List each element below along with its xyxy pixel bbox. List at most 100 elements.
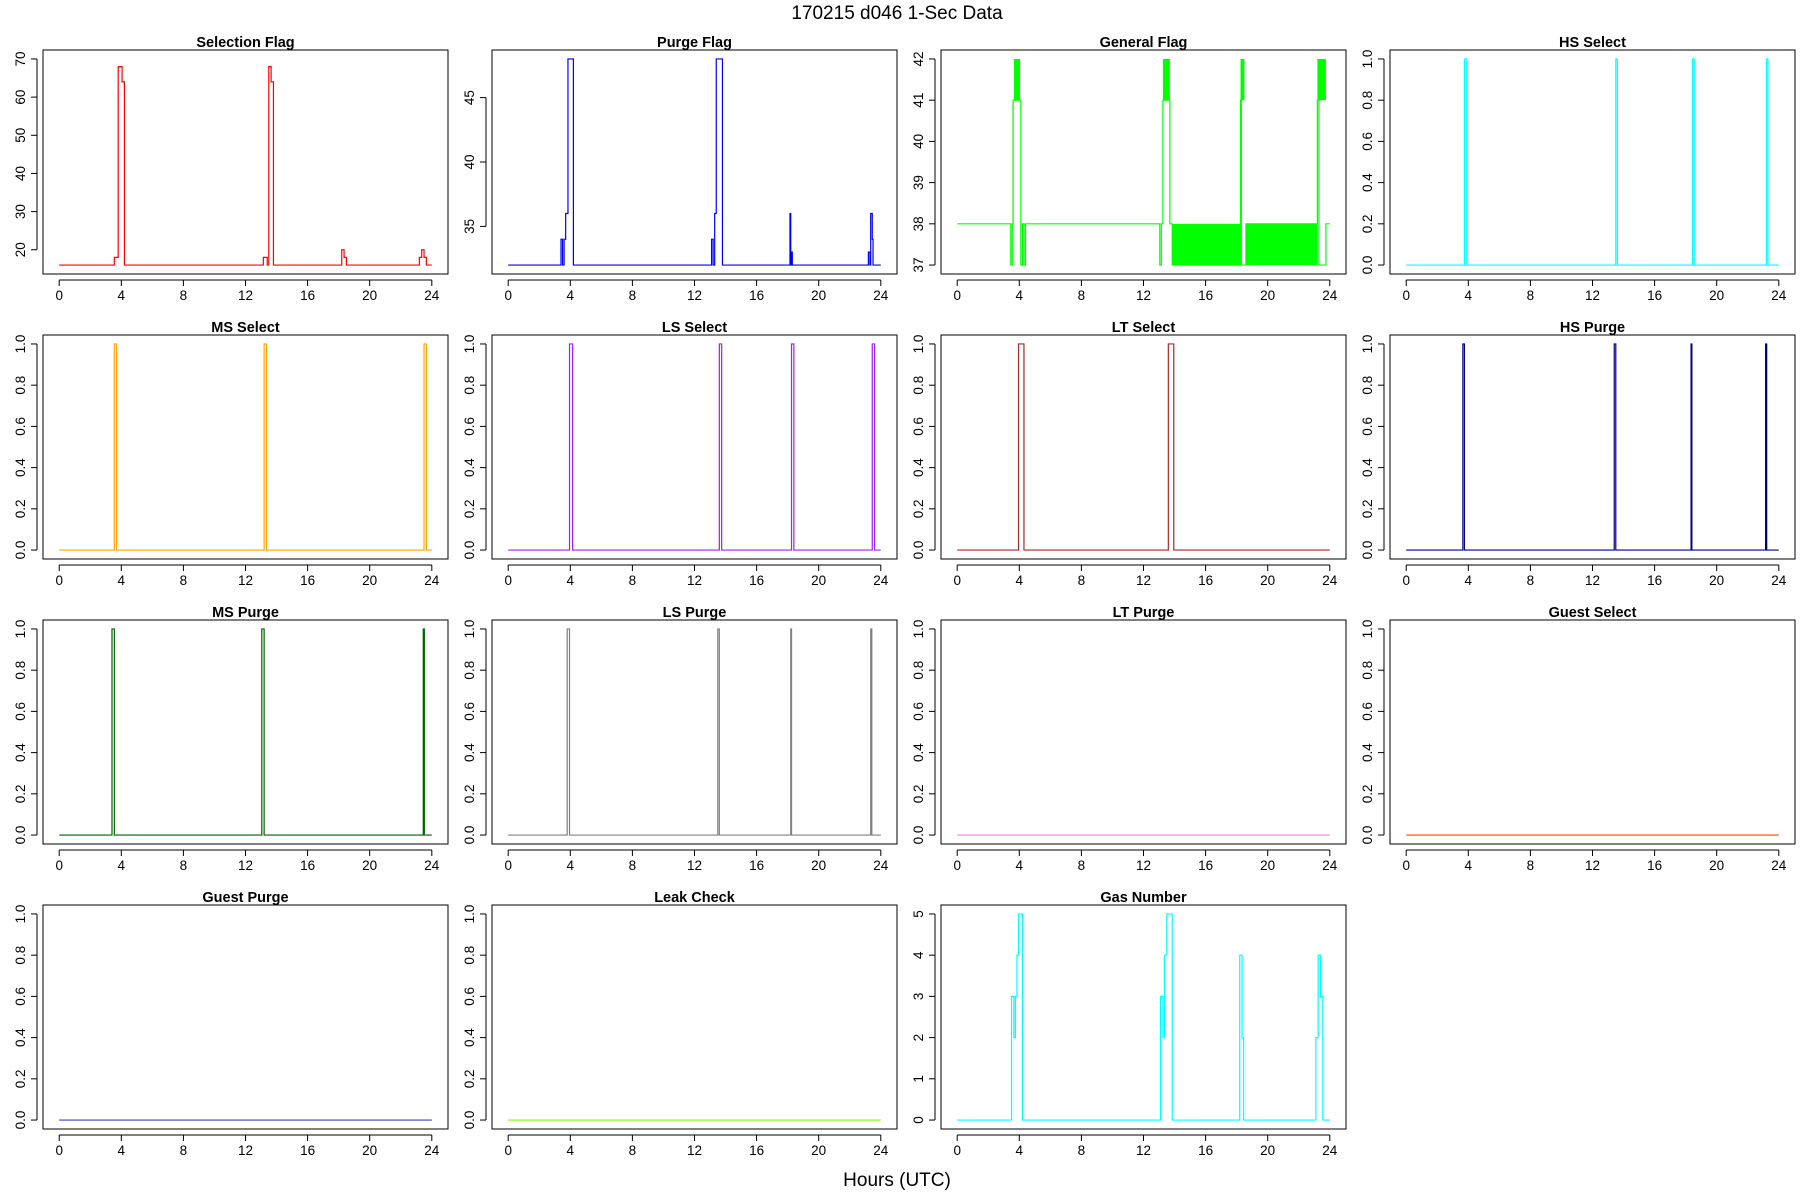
x-tick-label: 4	[118, 1143, 126, 1158]
plot-frame	[42, 334, 449, 560]
x-tick-label: 8	[180, 858, 188, 873]
x-tick-label: 8	[1078, 573, 1086, 588]
y-tick-label: 1.0	[462, 335, 477, 354]
panel-title: Guest Select	[1549, 605, 1637, 621]
plot-frame	[491, 619, 898, 845]
y-tick-label: 0.0	[13, 1111, 28, 1130]
y-tick-label: 1.0	[911, 335, 926, 354]
x-tick-label: 24	[424, 573, 440, 588]
x-tick-label: 20	[1260, 573, 1275, 588]
panel-title: Purge Flag	[657, 35, 732, 51]
y-tick-label: 38	[911, 216, 926, 231]
x-tick-label: 8	[1527, 288, 1535, 303]
x-tick-label: 20	[1709, 573, 1724, 588]
x-tick-label: 12	[238, 288, 253, 303]
x-tick-label: 4	[118, 573, 126, 588]
y-tick-label: 1.0	[13, 335, 28, 354]
x-tick-label: 20	[1709, 288, 1724, 303]
y-tick-label: 0.2	[1360, 499, 1375, 518]
panel-title: Guest Purge	[202, 890, 288, 906]
x-tick-label: 24	[1322, 573, 1338, 588]
y-tick-label: 0.2	[911, 784, 926, 803]
y-tick-label: 1.0	[13, 620, 28, 639]
panel: HS Purge 0 4 8 12 16 20 24 0.0 0.2 0.4 0.6 0.8 1.0	[1360, 320, 1796, 588]
plot-frame	[491, 49, 898, 275]
x-tick-label: 24	[424, 1143, 440, 1158]
panel: Purge Flag 0 4 8 12 16 20 24 35 40 45	[462, 35, 898, 303]
y-tick-label: 0.8	[462, 946, 477, 965]
panel: Leak Check 0 4 8 12 16 20 24 0.0 0.2 0.4 0.6 0.8 1.0	[462, 890, 898, 1158]
y-tick-label: 40	[13, 166, 28, 181]
y-tick-label: 3	[911, 993, 926, 1001]
y-tick-label: 37	[911, 258, 926, 273]
x-tick-label: 0	[504, 1143, 512, 1158]
x-tick-label: 8	[629, 573, 637, 588]
x-tick-label: 16	[300, 573, 315, 588]
x-tick-label: 4	[1016, 1143, 1024, 1158]
x-tick-label: 0	[953, 573, 961, 588]
y-tick-label: 1.0	[1360, 50, 1375, 69]
x-tick-label: 20	[362, 573, 377, 588]
y-tick-label: 0.6	[1360, 132, 1375, 151]
series-band	[1162, 58, 1170, 101]
x-tick-label: 24	[1322, 288, 1338, 303]
y-tick-label: 40	[462, 154, 477, 169]
y-tick-label: 0.6	[462, 417, 477, 436]
y-tick-label: 0.4	[1360, 743, 1375, 762]
x-tick-label: 8	[1527, 858, 1535, 873]
y-tick-label: 45	[462, 90, 477, 105]
x-tick-label: 20	[1260, 858, 1275, 873]
y-tick-label: 0.8	[1360, 91, 1375, 110]
x-tick-label: 12	[238, 858, 253, 873]
panel: LS Select 0 4 8 12 16 20 24 0.0 0.2 0.4 0.6 0.8 1.0	[462, 320, 898, 588]
y-tick-label: 0.8	[13, 376, 28, 395]
x-tick-label: 12	[687, 573, 702, 588]
y-tick-label: 0.6	[462, 987, 477, 1006]
x-tick-label: 12	[238, 1143, 253, 1158]
x-tick-label: 8	[1078, 288, 1086, 303]
y-tick-label: 0.4	[911, 743, 926, 762]
panel-title: General Flag	[1100, 35, 1188, 51]
x-tick-label: 4	[1465, 858, 1473, 873]
y-tick-label: 1.0	[911, 620, 926, 639]
y-tick-label: 0.8	[13, 661, 28, 680]
y-tick-label: 0.6	[13, 417, 28, 436]
plot-frame	[42, 49, 449, 275]
x-tick-label: 12	[687, 858, 702, 873]
x-tick-label: 20	[1260, 288, 1275, 303]
y-tick-label: 0.0	[462, 1111, 477, 1130]
y-tick-label: 0.6	[911, 417, 926, 436]
x-tick-label: 8	[1527, 573, 1535, 588]
x-tick-label: 12	[1136, 288, 1151, 303]
x-tick-label: 12	[1136, 1143, 1151, 1158]
x-tick-label: 0	[1402, 573, 1410, 588]
y-tick-label: 0.8	[462, 376, 477, 395]
x-tick-label: 4	[567, 288, 575, 303]
x-tick-label: 4	[567, 858, 575, 873]
panel-title: LT Select	[1112, 320, 1176, 336]
y-tick-label: 39	[911, 175, 926, 190]
x-tick-label: 20	[811, 573, 826, 588]
y-tick-label: 0.6	[13, 987, 28, 1006]
y-tick-label: 0.0	[1360, 541, 1375, 560]
panel-title: Leak Check	[654, 890, 736, 906]
x-tick-label: 0	[953, 858, 961, 873]
x-tick-label: 20	[811, 288, 826, 303]
panel-title: MS Purge	[212, 605, 279, 621]
x-tick-label: 16	[1647, 573, 1662, 588]
y-tick-label: 0.2	[1360, 784, 1375, 803]
plot-frame	[491, 904, 898, 1130]
x-tick-label: 4	[1016, 858, 1024, 873]
y-tick-label: 4	[911, 951, 926, 959]
y-tick-label: 0.0	[13, 541, 28, 560]
x-tick-label: 4	[118, 858, 126, 873]
x-tick-label: 12	[1136, 573, 1151, 588]
series-band	[1172, 223, 1241, 266]
page-title: 170215 d046 1-Sec Data	[791, 3, 1003, 24]
x-tick-label: 8	[629, 288, 637, 303]
plot-frame	[1389, 334, 1796, 560]
series-line	[1406, 343, 1779, 551]
y-tick-label: 1.0	[1360, 620, 1375, 639]
x-tick-label: 8	[629, 1143, 637, 1158]
